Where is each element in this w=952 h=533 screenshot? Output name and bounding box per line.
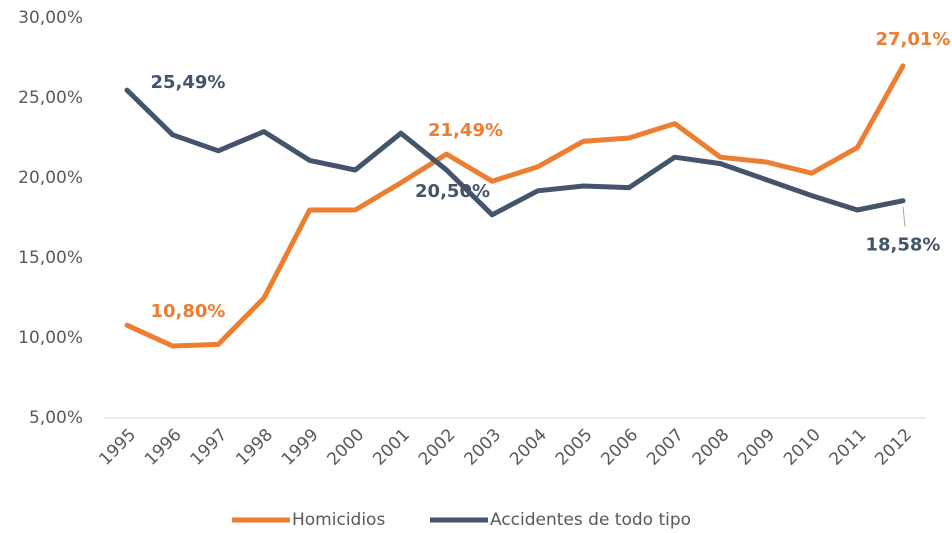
data-label: 20,50%	[415, 181, 490, 202]
x-tick-label: 1997	[187, 425, 232, 470]
x-tick-label: 2005	[552, 425, 597, 470]
x-tick-label: 2004	[506, 425, 551, 470]
x-tick-label: 2000	[324, 425, 369, 470]
legend-label: Accidentes de todo tipo	[490, 510, 691, 530]
x-tick-label: 2006	[597, 425, 642, 470]
series-line	[124, 87, 906, 218]
x-tick-label: 2003	[461, 425, 506, 470]
x-tick-label: 2010	[780, 425, 825, 470]
y-tick-label: 5,00%	[29, 408, 83, 428]
x-tick-label: 1998	[232, 425, 277, 470]
data-label: 18,58%	[866, 235, 941, 256]
x-tick-label: 1999	[278, 425, 323, 470]
y-tick-label: 30,00%	[18, 8, 83, 28]
x-tick-label: 2009	[734, 425, 779, 470]
series-line	[124, 63, 906, 349]
x-tick-label: 2002	[415, 425, 460, 470]
data-label: 10,80%	[151, 301, 226, 322]
data-label: 21,49%	[428, 120, 503, 141]
y-tick-label: 20,00%	[18, 168, 83, 188]
data-label: 25,49%	[151, 72, 226, 93]
x-tick-label: 2008	[689, 425, 734, 470]
x-tick-label: 2011	[826, 425, 871, 470]
y-tick-label: 10,00%	[18, 328, 83, 348]
legend-label: Homicidios	[292, 510, 385, 530]
y-tick-label: 25,00%	[18, 88, 83, 108]
y-tick-label: 15,00%	[18, 248, 83, 268]
x-tick-label: 1995	[95, 425, 140, 470]
leader-line	[902, 206, 906, 227]
x-tick-label: 1996	[141, 425, 186, 470]
x-tick-label: 2012	[871, 425, 916, 470]
data-label: 27,01%	[876, 29, 951, 50]
x-tick-label: 2001	[369, 425, 414, 470]
x-tick-label: 2007	[643, 425, 688, 470]
